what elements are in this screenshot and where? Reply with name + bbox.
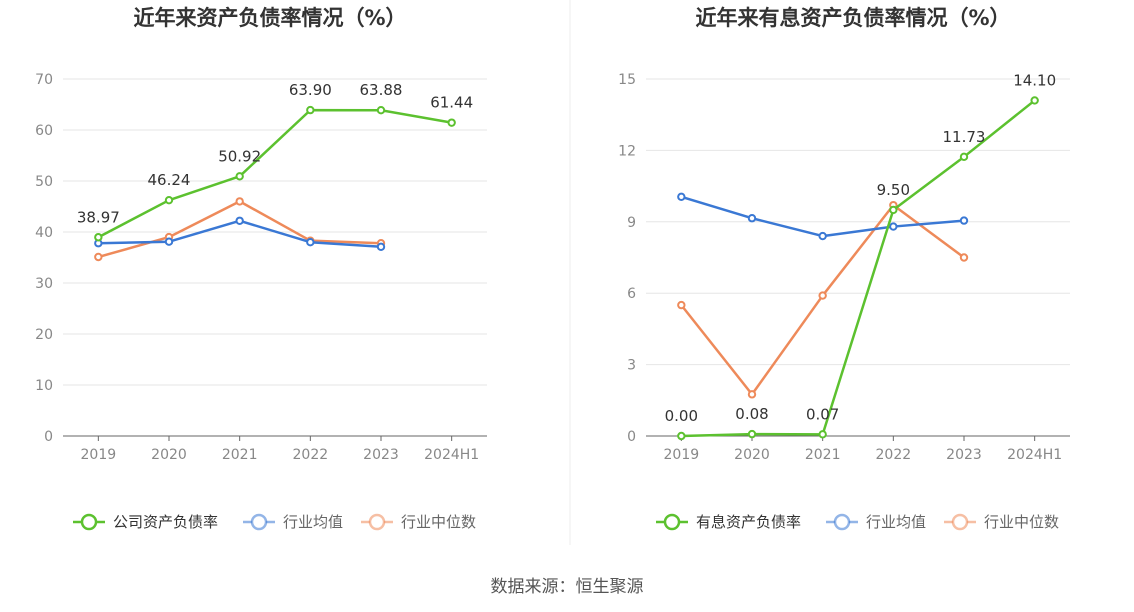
- data-point: [889, 205, 898, 215]
- data-point: [376, 242, 386, 251]
- legend-swatch-marker: [951, 513, 969, 531]
- data-point: [677, 300, 686, 310]
- legend-label: 公司资产负债率: [113, 513, 218, 531]
- data-point: [94, 233, 103, 242]
- legend-label: 行业均值: [283, 513, 343, 531]
- data-label: 0.00: [665, 407, 698, 425]
- y-tick-label: 0: [627, 429, 636, 445]
- data-label: 63.88: [360, 81, 403, 99]
- data-point: [677, 431, 686, 441]
- data-label: 38.97: [77, 208, 120, 226]
- data-label: 63.90: [289, 81, 332, 99]
- y-tick-label: 6: [627, 286, 636, 302]
- data-label: 11.73: [943, 128, 986, 146]
- data-label: 14.10: [1013, 71, 1056, 89]
- data-point: [818, 430, 827, 439]
- data-point: [235, 197, 244, 206]
- data-point: [447, 118, 456, 127]
- data-point: [94, 252, 103, 262]
- legend-swatch-marker: [833, 513, 851, 531]
- x-tick-label: 2022: [293, 447, 329, 463]
- y-tick-label: 30: [35, 276, 53, 292]
- x-tick-label: 2024H1: [1007, 447, 1062, 463]
- data-label: 61.44: [430, 94, 473, 112]
- y-tick-label: 20: [35, 327, 53, 343]
- data-point: [747, 429, 757, 439]
- data-point: [306, 105, 315, 115]
- x-tick-label: 2020: [151, 447, 187, 463]
- x-tick-label: 2021: [805, 447, 841, 463]
- y-tick-label: 3: [627, 358, 636, 374]
- legend-swatch-marker: [80, 513, 98, 531]
- data-point: [889, 222, 898, 231]
- legend-label: 行业均值: [866, 513, 926, 531]
- data-point: [235, 216, 244, 225]
- legend-swatch-marker: [250, 513, 268, 531]
- series-line: [681, 99, 1036, 438]
- data-point: [959, 253, 969, 262]
- data-point: [164, 195, 174, 205]
- y-tick-label: 50: [35, 174, 53, 190]
- x-tick-label: 2024H1: [424, 447, 479, 463]
- data-point: [747, 214, 757, 223]
- data-point: [959, 152, 969, 162]
- legend-label: 行业中位数: [401, 513, 476, 531]
- data-label: 50.92: [218, 147, 261, 165]
- x-tick-label: 2023: [363, 447, 399, 463]
- data-label: 46.24: [148, 171, 191, 189]
- data-point: [818, 231, 827, 241]
- data-point: [959, 216, 969, 225]
- series-line: [97, 200, 382, 259]
- interest-debt-ratio-chart: 近年来有息资产负债率情况（%） 0 3 6 9 12 15 2019 2020 2021 2022 2…: [618, 6, 1070, 531]
- data-point: [1030, 96, 1039, 105]
- data-source-label: 数据来源：恒生聚源: [491, 577, 644, 597]
- legend-swatch-marker: [663, 513, 681, 531]
- data-point: [376, 106, 386, 115]
- data-label: 0.07: [806, 405, 839, 423]
- legend-label: 行业中位数: [984, 513, 1059, 531]
- y-tick-label: 40: [35, 225, 53, 241]
- x-tick-label: 2021: [222, 447, 258, 463]
- x-tick-label: 2019: [664, 447, 700, 463]
- data-point: [164, 237, 174, 246]
- series-line: [680, 195, 965, 238]
- x-tick-label: 2022: [876, 447, 912, 463]
- y-tick-label: 70: [35, 72, 53, 88]
- data-label: 0.08: [735, 405, 768, 423]
- x-tick-label: 2023: [946, 447, 982, 463]
- y-tick-label: 9: [627, 215, 636, 231]
- chart-title: 近年来资产负债率情况（%）: [133, 6, 406, 30]
- x-tick-label: 2020: [734, 447, 770, 463]
- y-tick-label: 15: [618, 72, 636, 88]
- data-label: 9.50: [877, 181, 910, 199]
- series-line: [97, 108, 452, 239]
- data-point: [677, 192, 686, 202]
- chart-title: 近年来有息资产负债率情况（%）: [695, 6, 1010, 30]
- data-point: [747, 390, 757, 399]
- legend-label: 有息资产负债率: [696, 513, 801, 531]
- data-point: [306, 238, 315, 247]
- legend-swatch-marker: [368, 513, 386, 531]
- data-point: [235, 172, 244, 181]
- y-tick-label: 0: [44, 429, 53, 445]
- debt-ratio-chart: 近年来资产负债率情况（%） 0 10 20 30 40 50 60 70 2019 2020 2021…: [35, 6, 487, 531]
- y-tick-label: 10: [35, 378, 53, 394]
- y-tick-label: 60: [35, 123, 53, 139]
- x-tick-label: 2019: [81, 447, 117, 463]
- y-tick-label: 12: [618, 143, 636, 159]
- data-point: [818, 291, 827, 300]
